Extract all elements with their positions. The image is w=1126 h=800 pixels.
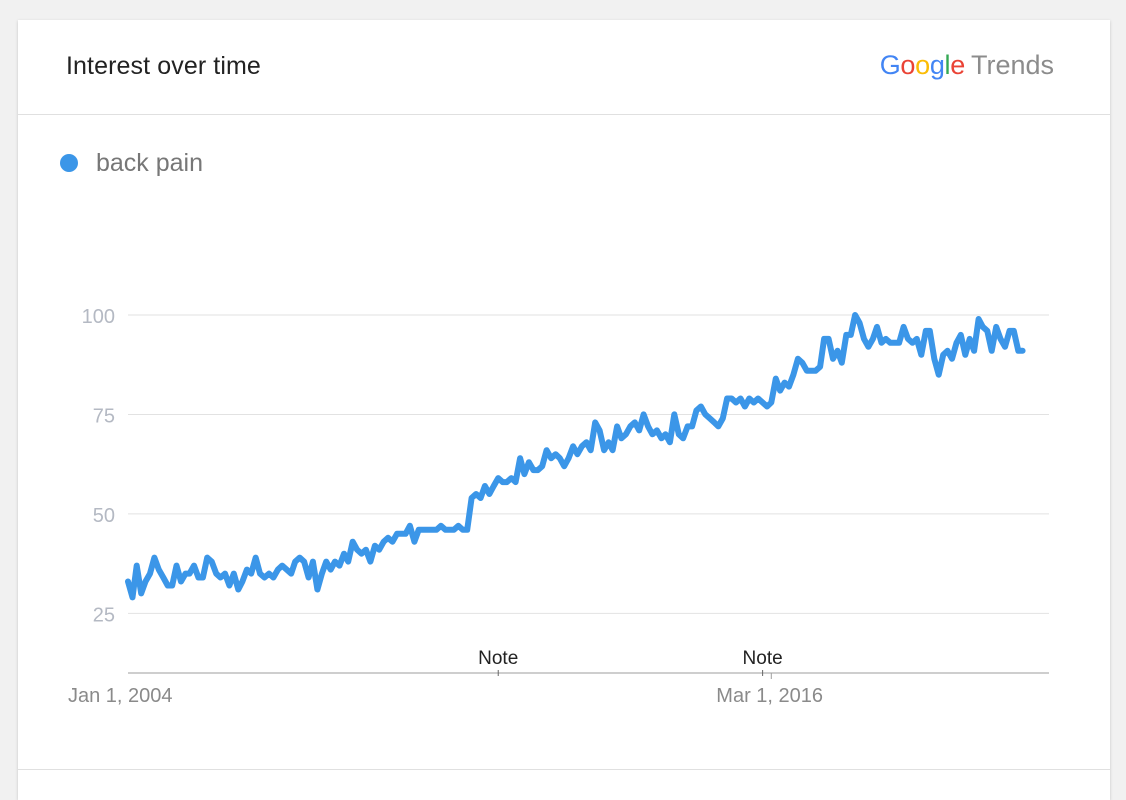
card-header: Interest over time Google Trends bbox=[18, 20, 1110, 115]
google-trends-logo: Google Trends bbox=[880, 50, 1054, 81]
y-tick-label: 25 bbox=[93, 604, 115, 626]
trends-wordmark: Trends bbox=[970, 50, 1054, 80]
chart-title: Interest over time bbox=[66, 52, 261, 80]
google-wordmark: Google bbox=[879, 50, 966, 80]
interest-line-chart[interactable]: Note Note 100 75 50 25 Jan 1, 2004 Mar 1, 2016 bbox=[18, 20, 1110, 769]
chart-legend[interactable]: back pain bbox=[60, 148, 203, 178]
legend-series-label: back pain bbox=[96, 148, 204, 177]
y-tick-label: 50 bbox=[93, 505, 115, 527]
legend-series-dot bbox=[60, 154, 78, 172]
x-tick-label: Jan 1, 2004 bbox=[68, 685, 173, 707]
card-divider bbox=[18, 769, 1110, 770]
series-line-back-pain bbox=[125, 312, 1026, 601]
note-label: Note bbox=[478, 648, 518, 669]
y-tick-label: 100 bbox=[82, 306, 115, 328]
note-label: Note bbox=[743, 648, 783, 669]
chart-card: Interest over time Google Trends back pai… bbox=[18, 20, 1110, 800]
y-tick-label: 75 bbox=[93, 405, 115, 427]
x-tick-label: Mar 1, 2016 bbox=[716, 685, 823, 707]
